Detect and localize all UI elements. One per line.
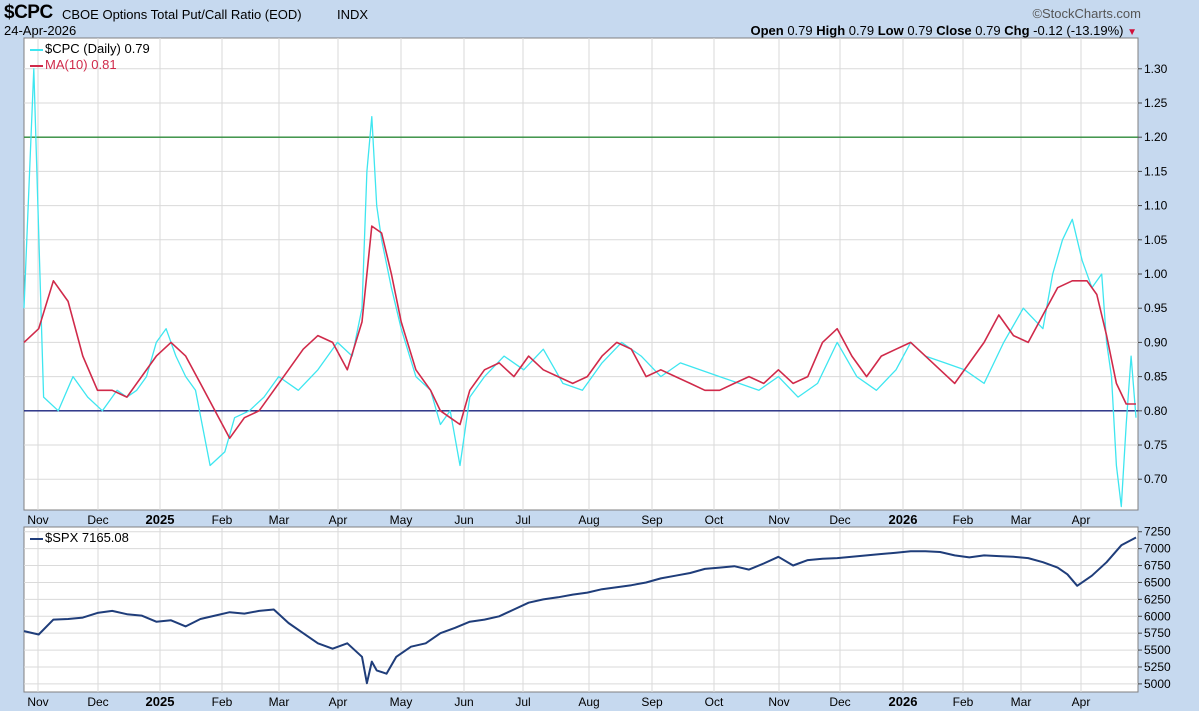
y-tick-label: 1.20 bbox=[1144, 130, 1168, 144]
cpc-line bbox=[23, 68, 1137, 508]
legend-cpc-name: $CPC (Daily) bbox=[45, 41, 121, 56]
x-tick-label: 2026 bbox=[889, 694, 918, 709]
spx-line bbox=[23, 536, 1137, 685]
x-tick-label: Nov bbox=[768, 513, 789, 527]
y-tick-label: 7000 bbox=[1144, 542, 1171, 556]
y-tick-label: 1.00 bbox=[1144, 267, 1168, 281]
x-tick-label: Nov bbox=[27, 695, 48, 709]
x-tick-label: Aug bbox=[578, 695, 599, 709]
down-arrow-icon: ▼ bbox=[1127, 27, 1137, 38]
brand-watermark: ©StockCharts.com bbox=[1032, 6, 1141, 21]
x-tick-label: Nov bbox=[27, 513, 48, 527]
y-tick-label: 0.70 bbox=[1144, 472, 1168, 486]
x-tick-label: Apr bbox=[1072, 513, 1091, 527]
y-tick-label: 5250 bbox=[1144, 660, 1171, 674]
high-label: High bbox=[816, 23, 846, 38]
y-tick-label: 0.95 bbox=[1144, 301, 1168, 315]
y-tick-label: 0.85 bbox=[1144, 370, 1168, 384]
open-value: 0.79 bbox=[787, 23, 813, 38]
y-tick-label: 1.05 bbox=[1144, 233, 1168, 247]
legend-ma-value: 0.81 bbox=[91, 57, 117, 72]
y-tick-label: 6250 bbox=[1144, 592, 1171, 606]
x-tick-label: Dec bbox=[829, 695, 850, 709]
legend-ma-name: MA(10) bbox=[45, 57, 88, 72]
legend-ma: MA(10) 0.81 bbox=[30, 57, 117, 72]
x-tick-label: Apr bbox=[329, 695, 348, 709]
y-tick-label: 6750 bbox=[1144, 559, 1171, 573]
x-tick-label: 2025 bbox=[146, 512, 175, 527]
x-tick-label: May bbox=[390, 513, 413, 527]
x-tick-label: Jun bbox=[454, 695, 473, 709]
y-tick-label: 1.30 bbox=[1144, 62, 1168, 76]
x-tick-label: Mar bbox=[269, 513, 290, 527]
x-tick-label: Feb bbox=[212, 695, 233, 709]
x-tick-label: Oct bbox=[705, 695, 724, 709]
x-tick-label: Mar bbox=[1011, 513, 1032, 527]
x-tick-label: Dec bbox=[87, 695, 108, 709]
x-tick-label: Apr bbox=[329, 513, 348, 527]
legend-cpc-value: 0.79 bbox=[124, 41, 150, 56]
y-tick-label: 5500 bbox=[1144, 643, 1171, 657]
x-tick-label: Feb bbox=[953, 513, 974, 527]
x-tick-label: Nov bbox=[768, 695, 789, 709]
open-label: Open bbox=[750, 23, 784, 38]
close-label: Close bbox=[936, 23, 972, 38]
legend-spx-name: $SPX bbox=[45, 530, 79, 545]
legend-cpc: $CPC (Daily) 0.79 bbox=[30, 41, 150, 56]
y-tick-label: 5000 bbox=[1144, 677, 1171, 691]
x-tick-label: Aug bbox=[578, 513, 599, 527]
x-tick-label: Jul bbox=[515, 513, 530, 527]
x-tick-label: 2025 bbox=[146, 694, 175, 709]
chg-value: -0.12 (-13.19%) bbox=[1033, 23, 1124, 38]
x-tick-label: Jul bbox=[515, 695, 530, 709]
ohlc-readout: Open 0.79 High 0.79 Low 0.79 Close 0.79 … bbox=[750, 23, 1137, 38]
legend-spx-swatch bbox=[30, 537, 43, 540]
x-tick-label: Apr bbox=[1072, 695, 1091, 709]
x-tick-label: 2026 bbox=[889, 512, 918, 527]
exchange-label: INDX bbox=[337, 7, 369, 22]
x-tick-label: Dec bbox=[829, 513, 850, 527]
legend-spx-value: 7165.08 bbox=[81, 530, 129, 545]
x-tick-label: Sep bbox=[641, 695, 663, 709]
x-tick-label: Dec bbox=[87, 513, 108, 527]
x-tick-label: May bbox=[390, 695, 413, 709]
date-label: 24-Apr-2026 bbox=[4, 23, 77, 38]
x-tick-label: Mar bbox=[1011, 695, 1032, 709]
low-value: 0.79 bbox=[907, 23, 933, 38]
symbol-title: $CPC bbox=[4, 2, 53, 23]
chg-label: Chg bbox=[1004, 23, 1030, 38]
x-tick-label: Jun bbox=[454, 513, 473, 527]
symbol-description: CBOE Options Total Put/Call Ratio (EOD) bbox=[62, 7, 302, 22]
y-tick-label: 6500 bbox=[1144, 575, 1171, 589]
y-tick-label: 5750 bbox=[1144, 626, 1171, 640]
close-value: 0.79 bbox=[975, 23, 1001, 38]
y-tick-label: 0.80 bbox=[1144, 404, 1168, 418]
x-tick-label: Mar bbox=[269, 695, 290, 709]
y-tick-label: 1.10 bbox=[1144, 199, 1168, 213]
high-value: 0.79 bbox=[848, 23, 875, 38]
legend-cpc-swatch bbox=[30, 48, 43, 51]
y-tick-label: 6000 bbox=[1144, 609, 1171, 623]
x-tick-label: Feb bbox=[953, 695, 974, 709]
low-label: Low bbox=[877, 23, 904, 38]
x-tick-label: Feb bbox=[212, 513, 233, 527]
y-tick-label: 0.90 bbox=[1144, 335, 1168, 349]
y-tick-label: 7250 bbox=[1144, 525, 1171, 539]
y-tick-label: 0.75 bbox=[1144, 438, 1168, 452]
ma10-line bbox=[23, 225, 1136, 440]
y-tick-label: 1.15 bbox=[1144, 164, 1168, 178]
legend-ma-swatch bbox=[30, 64, 43, 67]
x-tick-label: Sep bbox=[641, 513, 663, 527]
y-tick-label: 1.25 bbox=[1144, 96, 1168, 110]
x-tick-label: Oct bbox=[705, 513, 724, 527]
legend-spx: $SPX 7165.08 bbox=[30, 530, 129, 545]
